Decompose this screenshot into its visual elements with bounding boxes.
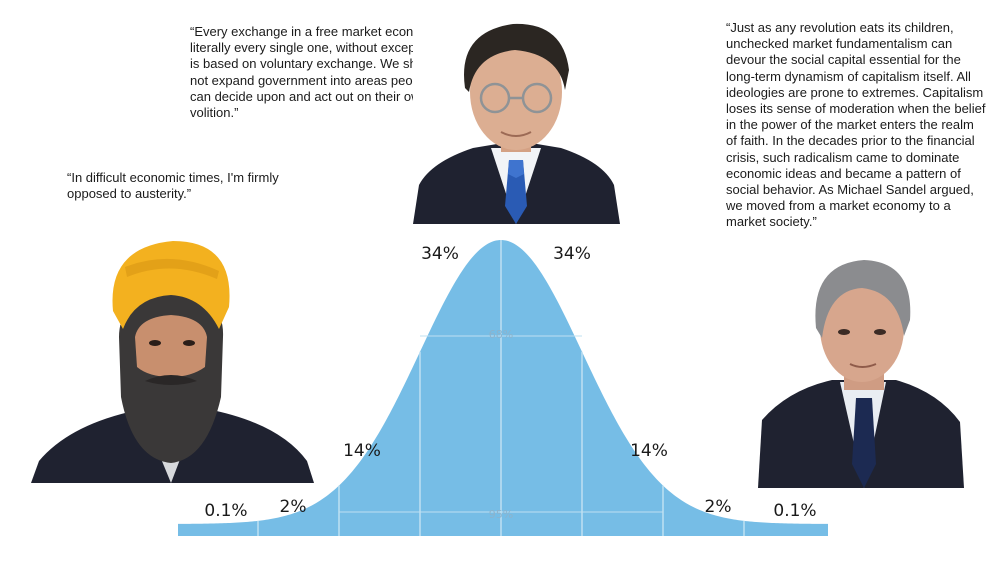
segment-label: 2% [705,497,732,517]
segment-label: 34% [421,244,459,264]
quote-left: “In difficult economic times, I'm firmly… [67,170,279,202]
quote-top: “Every exchange in a free market economy… [190,24,442,121]
inner-label-68: 68% [489,328,513,341]
portrait-top [413,10,620,224]
dividers [257,240,745,536]
portrait-left [31,241,314,483]
curve-area [178,240,828,536]
segment-label: 14% [630,441,668,461]
quote-right: “Just as any revolution eats its childre… [726,20,986,230]
segment-label: 0.1% [773,501,816,521]
portrait-right [758,260,964,488]
segment-label: 14% [343,441,381,461]
inner-label-95: 95% [489,508,513,521]
segment-label: 34% [553,244,591,264]
segment-label: 2% [280,497,307,517]
segment-label: 0.1% [204,501,247,521]
